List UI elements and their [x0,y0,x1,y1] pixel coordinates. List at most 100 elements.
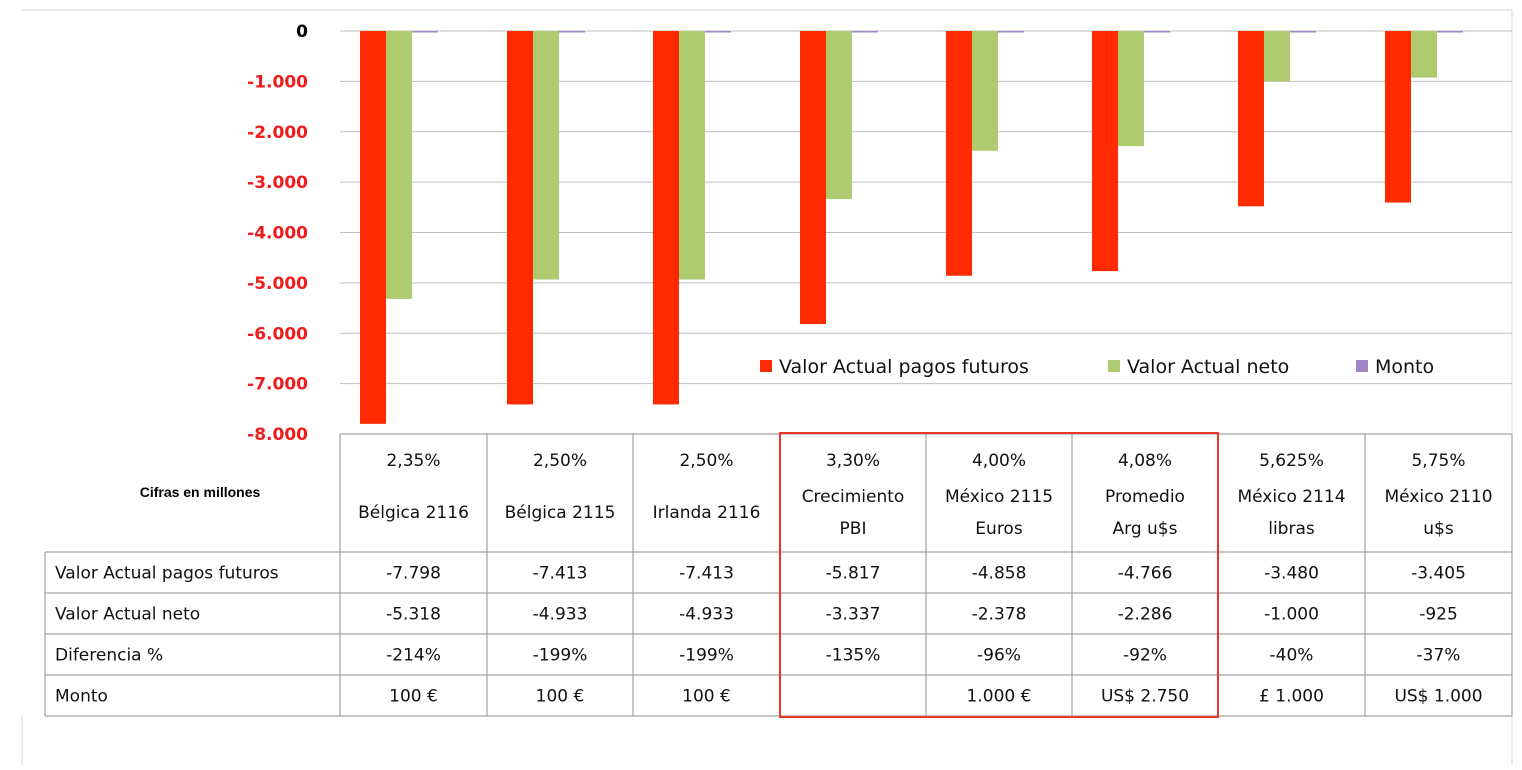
table-cell: -4.766 [1118,564,1173,584]
table-row-label: Diferencia % [55,646,163,666]
category-label-line-2: PBI [840,519,867,539]
table-cell: US$ 2.750 [1101,687,1189,707]
table-cell: £ 1.000 [1259,687,1324,707]
category-label: Crecimiento [802,487,905,507]
table-cell: -135% [826,646,881,666]
bar-series-1-cat-2 [507,31,533,405]
y-tick-label: -8.000 [247,425,308,445]
bar-series-2-cat-5 [972,31,998,151]
table-cell: -2.286 [1118,605,1173,625]
y-tick-label: -7.000 [247,375,308,395]
bar-series-1-cat-4 [800,31,826,325]
table-cell: -7.413 [679,564,734,584]
bar-series-3-cat-8 [1437,31,1463,33]
table-row-label: Valor Actual pagos futuros [55,564,279,584]
bar-series-3-cat-7 [1290,31,1316,33]
table-cell: -40% [1270,646,1314,666]
bars [360,31,1463,424]
bar-series-1-cat-6 [1092,31,1118,272]
table-cell: -37% [1417,646,1461,666]
legend-swatch-series-3 [1356,360,1368,372]
bar-series-2-cat-8 [1411,31,1437,78]
bar-series-2-cat-4 [826,31,852,200]
category-rate: 2,50% [533,451,587,471]
y-tick-label: -5.000 [247,274,308,294]
table-cell: -5.817 [826,564,881,584]
table-cell: -4.858 [972,564,1027,584]
category-label-line-2: Euros [975,519,1023,539]
legend-label-series-2: Valor Actual neto [1127,356,1289,378]
table-cell: -92% [1123,646,1167,666]
y-axis-ticks: 0 -1.000 -2.000 -3.000 -4.000 -5.000 -6.000 -7.… [247,22,308,445]
category-label: México 2115 [945,487,1053,507]
bar-series-2-cat-6 [1118,31,1144,147]
table-row-label: Monto [55,687,108,707]
table-row-label: Valor Actual neto [55,605,200,625]
data-table: 2,35% Bélgica 2116 2,50% Bélgica 2115 2,50% I… [44,433,1513,717]
category-rate: 5,75% [1411,451,1465,471]
category-label-line-2: Arg u$s [1113,519,1178,539]
y-tick-label: -6.000 [247,324,308,344]
category-label: Promedio [1105,487,1185,507]
table-cell: -4.933 [533,605,588,625]
category-rate: 4,00% [972,451,1026,471]
y-tick-label: 0 [296,22,308,42]
table-cell: -4.933 [679,605,734,625]
bar-series-1-cat-8 [1385,31,1411,203]
table-cell: -7.413 [533,564,588,584]
table-cell: -1.000 [1264,605,1319,625]
table-cell: -7.798 [386,564,441,584]
bar-series-2-cat-7 [1264,31,1290,82]
category-label-line-2: u$s [1423,519,1454,539]
table-cell: US$ 1.000 [1394,687,1482,707]
bar-series-3-cat-1 [412,31,438,33]
table-cell: -5.318 [386,605,441,625]
legend-label-series-1: Valor Actual pagos futuros [779,356,1029,378]
category-label: Bélgica 2115 [505,503,616,523]
bar-series-3-cat-5 [998,31,1024,33]
bar-series-3-cat-6 [1144,31,1170,33]
table-cell: 1.000 € [967,687,1032,707]
table-cell: -3.337 [826,605,881,625]
units-note: Cifras en millones [140,484,261,500]
bar-series-1-cat-1 [360,31,386,424]
category-label: México 2110 [1384,487,1492,507]
table-cell: -3.405 [1411,564,1466,584]
table-cell: -2.378 [972,605,1027,625]
category-label-line-2: libras [1268,519,1315,539]
table-cell: -96% [977,646,1021,666]
category-rate: 2,50% [679,451,733,471]
category-label: México 2114 [1237,487,1345,507]
table-cell: 100 € [536,687,585,707]
category-label: Bélgica 2116 [358,503,469,523]
bar-series-2-cat-1 [386,31,412,299]
table-cell: -3.480 [1264,564,1319,584]
category-rate: 3,30% [826,451,880,471]
table-cell: 100 € [389,687,438,707]
bar-series-3-cat-3 [705,31,731,33]
bar-series-1-cat-5 [946,31,972,276]
category-rate: 4,08% [1118,451,1172,471]
bar-series-3-cat-2 [559,31,585,33]
category-rate: 2,35% [386,451,440,471]
table-cell: -925 [1419,605,1458,625]
category-rate: 5,625% [1259,451,1324,471]
category-label: Irlanda 2116 [653,503,761,523]
legend: Valor Actual pagos futuros Valor Actual … [760,356,1434,378]
table-cell: -199% [679,646,734,666]
y-tick-label: -2.000 [247,123,308,143]
table-cell: -214% [386,646,441,666]
bar-series-2-cat-3 [679,31,705,280]
bar-series-1-cat-3 [653,31,679,405]
legend-swatch-series-1 [760,360,772,372]
highlight-box [779,432,1219,718]
bar-series-1-cat-7 [1238,31,1264,207]
y-tick-label: -1.000 [247,72,308,92]
table-cell: 100 € [682,687,731,707]
y-tick-label: -4.000 [247,224,308,244]
bar-series-3-cat-4 [852,31,878,33]
y-tick-label: -3.000 [247,173,308,193]
legend-label-series-3: Monto [1375,356,1434,378]
bar-series-2-cat-2 [533,31,559,280]
